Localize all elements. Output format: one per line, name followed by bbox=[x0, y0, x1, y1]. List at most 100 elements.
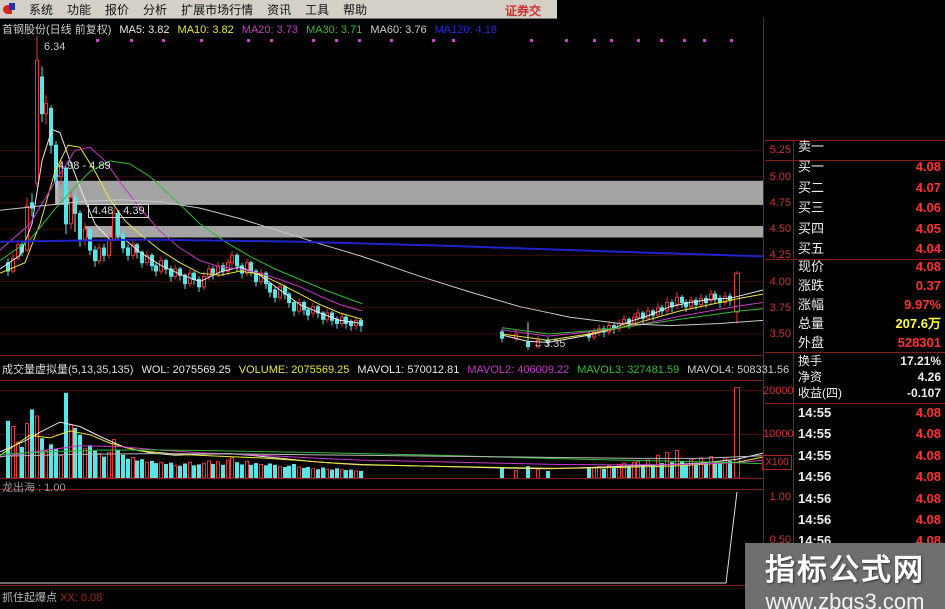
menu-item-0[interactable]: 系统 bbox=[29, 2, 54, 17]
quote-info-row: 现价 4.08 bbox=[796, 257, 945, 276]
menu-item-5[interactable]: 资讯 bbox=[267, 2, 292, 17]
price-axis-label: 5.25 bbox=[769, 144, 791, 156]
time-sales-row-value: 4.08 bbox=[915, 405, 941, 420]
quote-info-row-label: 外盘 bbox=[798, 335, 825, 350]
quote-info-row-label: 现价 bbox=[798, 259, 825, 274]
volume-multiplier-badge: X100 bbox=[762, 455, 792, 470]
price-axis-label: 4.50 bbox=[769, 223, 791, 235]
buy-queue-row: 买一 4.08 bbox=[796, 157, 945, 178]
chart-annotation: 4.48 - 4.39 bbox=[88, 204, 149, 218]
time-sales-row-value: 4.08 bbox=[915, 490, 941, 506]
time-sales-row-label: 14:55 bbox=[798, 447, 832, 463]
quote-stat-row: 换手 17.21% bbox=[796, 353, 945, 369]
time-sales-row-label: 14:56 bbox=[798, 490, 832, 506]
time-sales-row-label: 14:56 bbox=[798, 511, 832, 527]
menu-item-3[interactable]: 分析 bbox=[143, 2, 168, 17]
buy-queue-row: 买二 4.07 bbox=[796, 178, 945, 199]
ma-label-5: MA120: 4.18 bbox=[434, 24, 497, 36]
dragon-indicator-value: : 1.00 bbox=[38, 482, 66, 494]
buy-queue-row-value: 4.05 bbox=[915, 220, 941, 236]
quote-info-row: 涨幅 9.97% bbox=[796, 295, 945, 314]
buy-queue-row-label: 买五 bbox=[798, 241, 825, 256]
mavol-label-5: MAVOL4: 508331.56 bbox=[687, 364, 790, 376]
quote-info-section: 现价 4.08 涨跌 0.37 涨幅 9.97% 总量 207.6万 外盘 528301 bbox=[796, 257, 945, 352]
price-axis-label: 4.25 bbox=[769, 249, 791, 261]
buy-queue-section: 买一 4.08 买二 4.07 买三 4.06 买四 4.05 买五 4.04 bbox=[796, 157, 945, 260]
quote-info-row-value: 4.08 bbox=[915, 259, 941, 274]
time-sales-row-value: 4.08 bbox=[915, 469, 941, 485]
price-axis-label: 3.75 bbox=[769, 302, 791, 314]
quote-stat-row-label: 收益(四) bbox=[798, 386, 842, 400]
buy-queue-row-value: 4.04 bbox=[915, 241, 941, 256]
quote-info-row: 涨跌 0.37 bbox=[796, 276, 945, 295]
ma-label-3: MA30: 3.71 bbox=[306, 24, 363, 36]
price-axis-label: 4.75 bbox=[769, 197, 791, 209]
menu-item-6[interactable]: 工具 bbox=[305, 2, 330, 17]
quote-stat-section: 换手 17.21% 净资 4.26 收益(四) -0.107 bbox=[796, 353, 945, 401]
quote-info-row-value: 9.97% bbox=[904, 297, 941, 312]
volume-ma-labels: WOL: 2075569.25 VOLUME: 2075569.25 MAVOL1:… bbox=[141, 364, 797, 376]
time-sales-row: 14:55 4.08 bbox=[796, 423, 945, 444]
quote-info-row-value: 0.37 bbox=[915, 278, 941, 293]
volume-indicator-title: 成交量虚拟量(5,13,35,135) bbox=[2, 364, 134, 376]
time-sales-row-value: 4.08 bbox=[915, 447, 941, 463]
menu-item-7[interactable]: 帮助 bbox=[343, 2, 368, 17]
price-axis-label: 5.00 bbox=[769, 171, 791, 183]
quote-info-row-label: 涨跌 bbox=[798, 278, 825, 293]
buy-queue-row-label: 买三 bbox=[798, 200, 825, 215]
buy-queue-row-label: 买四 bbox=[798, 220, 825, 236]
menu-items: 系统 功能 报价 分析 扩展市场行情 资讯 工具 帮助 bbox=[22, 1, 374, 18]
mavol-label-2: MAVOL1: 570012.81 bbox=[357, 364, 460, 376]
chart-annotation: 4.98 - 4.89 bbox=[58, 160, 111, 172]
quote-stat-row: 收益(四) -0.107 bbox=[796, 385, 945, 401]
quote-stat-row-value: 17.21% bbox=[900, 354, 941, 368]
ma-labels: MA5: 3.82 MA10: 3.82 MA20: 3.73 MA30: 3.71 M… bbox=[119, 24, 505, 36]
quote-info-row-value: 207.6万 bbox=[895, 316, 941, 331]
ma-label-1: MA10: 3.82 bbox=[177, 24, 234, 36]
ma-label-2: MA20: 3.73 bbox=[241, 24, 299, 36]
time-sales-row: 14:56 4.08 bbox=[796, 509, 945, 530]
burst-indicator-label: 抓住起爆点 bbox=[2, 592, 57, 604]
quote-info-row-label: 涨幅 bbox=[798, 297, 825, 312]
dragon-indicator-row: 龙出海 : 1.00 bbox=[2, 479, 66, 495]
buy-queue-row-value: 4.08 bbox=[915, 159, 941, 174]
buy-queue-row-label: 买二 bbox=[798, 179, 825, 195]
stock-title: 首钢股份(日线 前复权) bbox=[2, 24, 112, 36]
menu-item-1[interactable]: 功能 bbox=[67, 2, 92, 17]
volume-axis-label: 20000 bbox=[763, 385, 794, 397]
time-sales-row-value: 4.08 bbox=[915, 426, 941, 442]
quote-stat-row-value: -0.107 bbox=[906, 386, 941, 400]
mavol-label-0: WOL: 2075569.25 bbox=[141, 364, 231, 376]
chart-annotation: 6.34 bbox=[44, 41, 66, 53]
time-sales-row-label: 14:55 bbox=[798, 426, 832, 442]
burst-indicator-value: XX: 0.08 bbox=[60, 592, 103, 604]
quote-info-row-label: 总量 bbox=[798, 316, 825, 331]
time-sales-row: 14:55 4.08 bbox=[796, 402, 945, 423]
time-sales-row: 14:55 4.08 bbox=[796, 445, 945, 466]
volume-axis-label: 10000 bbox=[763, 428, 794, 440]
mavol-label-1: VOLUME: 2075569.25 bbox=[238, 364, 350, 376]
quote-stat-row-value: 4.26 bbox=[917, 370, 941, 384]
mavol-label-3: MAVOL2: 406009.22 bbox=[467, 364, 570, 376]
chart-annotation: ←3.35 bbox=[533, 338, 566, 350]
sell-queue-row: 卖一 bbox=[796, 136, 945, 157]
quote-stat-row-label: 净资 bbox=[798, 370, 823, 384]
sub-axis-label: 1.00 bbox=[769, 491, 791, 503]
price-axis-label: 4.00 bbox=[769, 276, 791, 288]
time-sales-row-value: 4.08 bbox=[915, 511, 941, 527]
time-sales-row-label: 14:55 bbox=[798, 405, 832, 420]
time-sales-row: 14:56 4.08 bbox=[796, 466, 945, 487]
quote-stat-row: 净资 4.26 bbox=[796, 369, 945, 385]
volume-header: 成交量虚拟量(5,13,35,135) WOL: 2075569.25 VOLUME… bbox=[2, 361, 805, 376]
menu-item-4[interactable]: 扩展市场行情 bbox=[181, 2, 254, 17]
buy-queue-row-value: 4.06 bbox=[915, 200, 941, 215]
ma-label-0: MA5: 3.82 bbox=[119, 24, 170, 36]
buy-queue-row: 买四 4.05 bbox=[796, 219, 945, 240]
menu-item-2[interactable]: 报价 bbox=[105, 2, 130, 17]
buy-queue-row-value: 4.07 bbox=[915, 179, 941, 195]
quote-stat-row-label: 换手 bbox=[798, 354, 823, 368]
chart-header: 首钢股份(日线 前复权) MA5: 3.82 MA10: 3.82 MA20: 3.7… bbox=[2, 21, 513, 36]
menu-bar-right-text[interactable]: 证券交 bbox=[505, 4, 542, 18]
